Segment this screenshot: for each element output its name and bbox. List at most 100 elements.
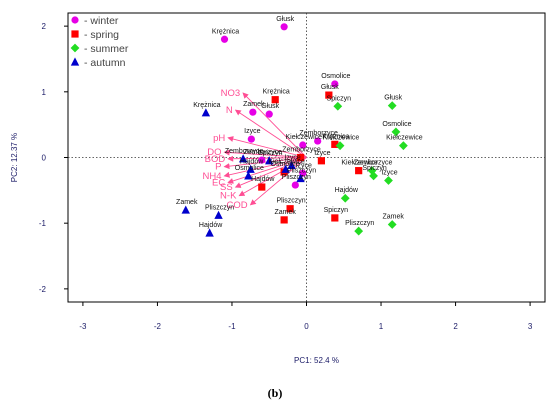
loading-vector <box>238 157 307 197</box>
data-point-label: Izyce <box>314 150 330 157</box>
x-tick-label: -3 <box>79 322 87 331</box>
data-point <box>317 157 326 165</box>
data-point <box>335 141 345 151</box>
figure-caption: (b) <box>267 386 283 400</box>
data-point <box>391 127 401 137</box>
loading-vector <box>223 157 307 170</box>
loading-vector <box>223 149 307 158</box>
data-point-label: Krężnica <box>212 28 239 35</box>
data-point <box>220 35 229 43</box>
loading-vector <box>227 157 307 184</box>
data-point-label: Głusk <box>321 84 339 91</box>
data-point <box>331 80 339 88</box>
legend-entry: - summer <box>84 43 129 55</box>
y-tick-label: 2 <box>42 22 47 31</box>
loading-vector-label: NH4 <box>203 171 222 182</box>
loading-vector-label: BOD <box>205 154 226 165</box>
data-point-label: Pliszczyn <box>287 168 316 175</box>
loading-vector-label: COD <box>226 200 247 211</box>
data-point <box>286 205 294 213</box>
x-axis-title: PC1: 52.4 % <box>294 356 339 365</box>
y-tick-label: -2 <box>39 285 47 294</box>
legend-marker <box>71 30 79 38</box>
data-point-label: Głusk <box>261 103 279 110</box>
data-point-label: Zemborzyce <box>299 130 338 137</box>
loading-vector-label: N-K <box>220 191 237 202</box>
data-point <box>280 216 288 224</box>
loading-vector <box>223 157 307 178</box>
data-point-label: Krężnica <box>322 133 349 140</box>
data-point <box>354 226 364 236</box>
y-tick-label: -1 <box>39 219 47 228</box>
data-point <box>281 164 290 173</box>
data-point-label: Izyce <box>284 154 300 161</box>
data-point-label: Zamek <box>243 101 265 108</box>
data-point <box>181 205 190 214</box>
loading-vector-label: pH <box>213 133 225 144</box>
data-point <box>258 156 266 164</box>
y-tick-label: 1 <box>42 88 47 97</box>
data-point-label: Izyce <box>296 162 312 169</box>
data-point-label: Pliszczyn <box>205 204 234 211</box>
loading-vector <box>227 136 307 158</box>
data-point <box>296 153 305 162</box>
data-point <box>280 23 288 31</box>
data-point <box>325 91 333 99</box>
legend-entry: - autumn <box>84 57 126 69</box>
data-point <box>246 164 255 173</box>
y-tick-label: 0 <box>42 154 47 163</box>
x-tick-label: -2 <box>154 322 162 331</box>
data-point-label: Hajdów <box>240 158 264 165</box>
data-point-label: Pliszczyn <box>282 174 311 181</box>
legend-entry: - winter <box>84 15 119 27</box>
data-point <box>296 173 305 183</box>
loading-vector-label: N <box>226 105 233 116</box>
data-point <box>247 135 255 143</box>
data-point-label: Osmolice <box>382 121 411 128</box>
data-point-label: Hajdów <box>199 222 223 229</box>
data-point-label: Osmolice <box>235 165 264 172</box>
data-point <box>331 140 339 148</box>
x-tick-label: 1 <box>379 322 384 331</box>
data-point-label: Kiełczewice <box>341 160 378 167</box>
data-point <box>340 193 350 203</box>
data-point-label: Kiełczewice <box>323 135 360 142</box>
loading-vector-label: SS <box>220 182 233 193</box>
data-point <box>258 183 266 191</box>
data-point-label: Osmolice <box>321 73 350 80</box>
loading-vector-label: NO3 <box>221 88 241 99</box>
data-point <box>238 154 248 163</box>
data-point-label: Zemborzyce <box>354 160 393 167</box>
data-point-label: Zamek <box>176 199 198 206</box>
data-point-label: Osmolice <box>271 161 300 168</box>
data-point-label: Zemborzyce <box>282 147 321 154</box>
data-point-label: Zamek <box>383 213 405 220</box>
loading-vector <box>234 157 307 188</box>
data-point <box>331 214 339 222</box>
data-point <box>214 210 223 219</box>
legend-entry: - spring <box>84 29 119 41</box>
data-point-label: Hajdów <box>335 187 359 194</box>
data-point-label: Hajdów <box>251 176 275 183</box>
x-tick-label: 0 <box>304 322 309 331</box>
data-point-label: Krężnica <box>263 89 290 96</box>
legend-marker <box>70 57 80 66</box>
x-tick-label: -1 <box>228 322 236 331</box>
loading-vector <box>234 109 307 158</box>
data-point <box>271 96 279 104</box>
data-point <box>205 228 214 237</box>
data-point <box>265 156 274 165</box>
loading-vector-label: P <box>215 162 221 173</box>
data-point-label: Pliszczyn <box>345 220 374 227</box>
data-point-label: Głusk <box>276 16 294 23</box>
x-tick-label: 3 <box>528 322 533 331</box>
data-point <box>299 141 307 149</box>
data-point-label: Kiełczewice <box>285 134 322 141</box>
loading-vector <box>242 92 307 158</box>
data-point <box>249 108 257 116</box>
y-axis-title: PC2: 12.37 % <box>10 133 19 182</box>
data-point-label: Spiczyn <box>327 95 352 102</box>
data-point <box>291 181 299 189</box>
